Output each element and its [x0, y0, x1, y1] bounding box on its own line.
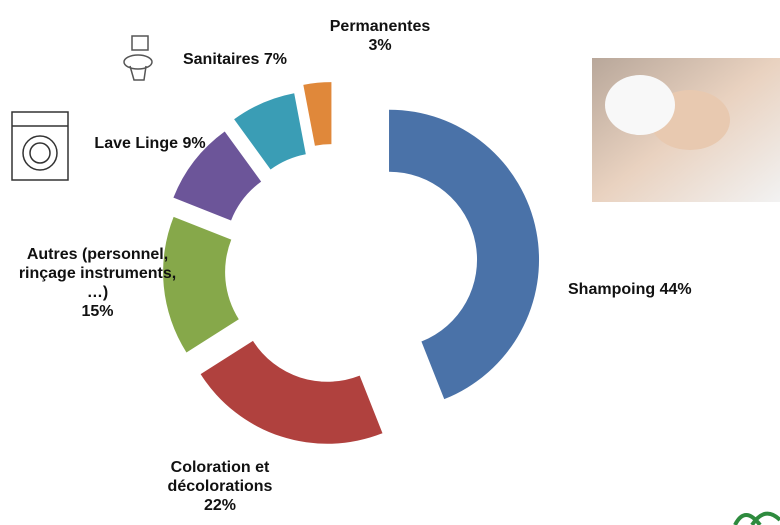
- donut-segment: [234, 93, 306, 170]
- photo-foam: [605, 75, 675, 135]
- category-label: Permanentes: [329, 18, 431, 35]
- segment-label: Coloration et décolorations 22%: [140, 458, 300, 515]
- donut-segment: [303, 82, 332, 146]
- value-label: 3%: [368, 37, 392, 54]
- segment-label: Autres (personnel, rinçage instruments, …: [15, 245, 180, 321]
- value-label: 44%: [659, 281, 692, 298]
- segment-label: Sanitaires 7%: [170, 50, 300, 69]
- washer-icon: [11, 111, 69, 181]
- value-label: 15%: [81, 303, 114, 320]
- donut-segment: [163, 216, 239, 353]
- value-label: 9%: [182, 135, 206, 152]
- category-label: Sanitaires: [182, 51, 260, 68]
- logo: [733, 511, 780, 525]
- category-label: Shampoing: [568, 281, 656, 298]
- segment-label: Shampoing 44%: [568, 280, 748, 299]
- category-label: Lave Linge: [94, 135, 178, 152]
- category-label: Autres (personnel, rinçage instruments, …: [18, 246, 177, 301]
- donut-segment: [200, 340, 383, 444]
- toilet-icon: [123, 35, 153, 81]
- value-label: 7%: [263, 51, 288, 68]
- segment-label: Permanentes 3%: [310, 17, 450, 55]
- segment-label: Lave Linge 9%: [80, 134, 220, 153]
- value-label: 22%: [203, 497, 237, 514]
- donut-segment: [389, 109, 540, 400]
- donut-segment: [173, 131, 262, 221]
- category-label: Coloration et décolorations: [167, 459, 273, 495]
